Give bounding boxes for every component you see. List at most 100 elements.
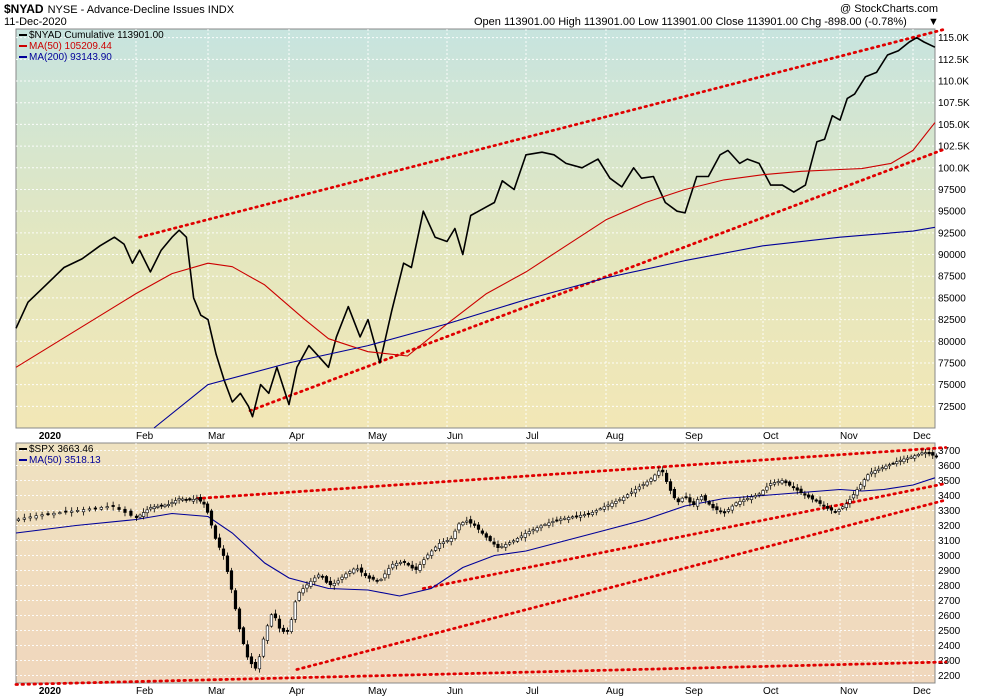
candle-body (34, 515, 38, 519)
candle-body (152, 506, 156, 509)
candle-body (799, 488, 803, 494)
candle-body (441, 541, 446, 544)
candle-body (406, 563, 410, 566)
candle-body (166, 504, 171, 506)
candle-body (841, 506, 845, 509)
candle-body (293, 601, 297, 620)
candle-body (614, 500, 618, 504)
candle-body (111, 505, 115, 507)
candle-body (844, 503, 848, 508)
candle-body (618, 499, 622, 501)
candle-body (818, 500, 822, 504)
candle-body (913, 455, 917, 459)
candle-body (202, 501, 206, 505)
candle-body (891, 462, 895, 465)
candle-body (551, 521, 555, 523)
y-tick-label: 2800 (938, 581, 961, 592)
candle-body (535, 527, 539, 532)
x-tick-label: Aug (606, 431, 624, 442)
candle-body (902, 458, 906, 463)
x-tick-label: Sep (685, 686, 703, 697)
x-tick-label: Dec (913, 686, 931, 697)
candle-body (461, 522, 465, 526)
watermark: @ StockCharts.com (840, 3, 938, 15)
candle-body (225, 555, 230, 572)
y-tick-label: 3200 (938, 521, 961, 532)
series-line-ma50 (15, 122, 936, 368)
candle-body (829, 507, 834, 511)
candle-body (93, 507, 97, 510)
candle-body (229, 570, 234, 590)
candle-body (430, 550, 434, 556)
top-plot-area (15, 28, 936, 429)
candle-body (880, 467, 884, 470)
candle-body (265, 625, 270, 641)
candle-body (195, 498, 199, 501)
candle-body (661, 469, 665, 473)
candle-body (352, 568, 356, 574)
y-tick-label: 97500 (938, 185, 966, 196)
candle-body (833, 511, 837, 513)
candle-body (626, 494, 630, 498)
candle-body (237, 608, 242, 630)
candle-body (134, 515, 139, 518)
candle-body (28, 516, 32, 519)
candle-body (129, 510, 133, 516)
candle-body (637, 486, 641, 490)
candle-body (684, 496, 688, 499)
candle-body (784, 480, 788, 484)
x-tick-label: Dec (913, 431, 931, 442)
y-tick-label: 102.5K (938, 142, 970, 153)
candle-body (672, 488, 677, 499)
candle-body (622, 496, 626, 501)
y-tick-label: 3000 (938, 551, 961, 562)
candle-body (749, 496, 754, 500)
candle-body (814, 499, 818, 502)
y-tick-label: 105.0K (938, 120, 970, 131)
x-tick-label: Nov (840, 686, 858, 697)
x-tick-label: Mar (208, 431, 226, 442)
candle-body (320, 575, 325, 578)
x-tick-label: Jul (526, 686, 539, 697)
candle-body (887, 464, 892, 467)
candle-body (688, 497, 692, 503)
candle-body (313, 577, 317, 582)
candle-body (410, 564, 414, 569)
candle-body (149, 507, 153, 510)
candle-body (699, 496, 704, 501)
candle-body (753, 495, 757, 498)
candle-body (391, 563, 395, 569)
candle-body (496, 543, 500, 548)
x-tick-label: Oct (763, 431, 779, 442)
candle-body (859, 484, 863, 490)
candle-body (769, 483, 773, 486)
y-tick-label: 2200 (938, 671, 961, 682)
candle-body (281, 627, 286, 632)
x-tick-label: Mar (208, 686, 226, 697)
candle-body (309, 580, 313, 587)
candle-body (301, 588, 305, 594)
candle-body (508, 542, 512, 545)
x-tick-label: May (368, 431, 387, 442)
candle-body (217, 537, 222, 548)
candle-body (703, 495, 707, 501)
candle-body (340, 576, 344, 580)
candle-body (873, 470, 877, 474)
candle-body (426, 554, 430, 559)
legend-entry: MA(50) 3518.13 (29, 455, 101, 466)
candle-body (641, 484, 645, 486)
candle-body (269, 614, 274, 627)
y-tick-label: 2900 (938, 566, 961, 577)
candle-body (500, 546, 504, 548)
candle-body (765, 486, 769, 491)
candle-body (245, 644, 250, 658)
candle-body (476, 524, 481, 530)
candle-body (515, 538, 520, 542)
candle-body (177, 498, 181, 501)
candle-body (931, 452, 935, 456)
candle-body (555, 519, 559, 522)
candle-body (387, 568, 391, 575)
candle-body (205, 503, 210, 513)
candle-body (586, 513, 591, 515)
y-tick-label: 92500 (938, 228, 966, 239)
